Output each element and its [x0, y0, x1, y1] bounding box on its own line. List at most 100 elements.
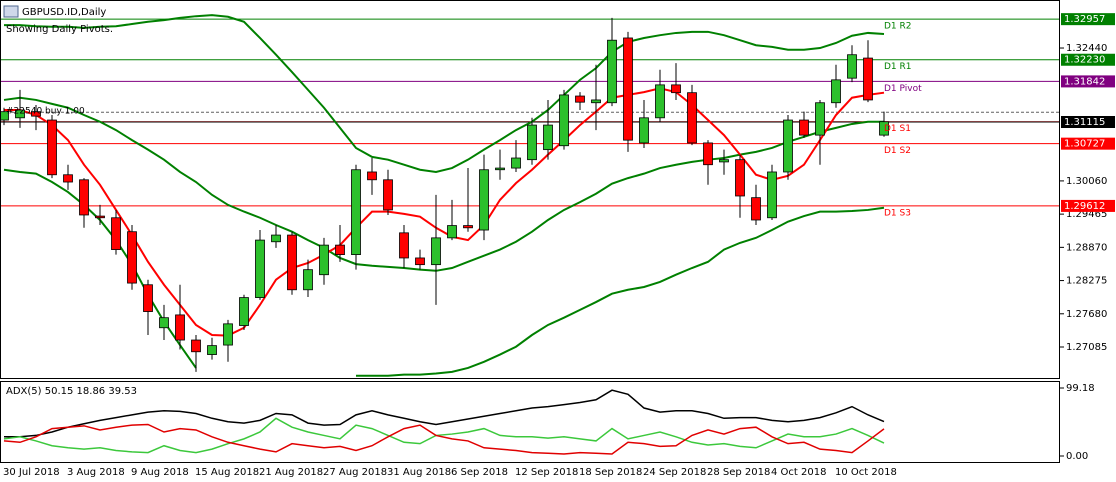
price-box-label: 1.32957 [1064, 14, 1105, 25]
x-tick-label: 9 Aug 2018 [131, 467, 189, 478]
candle-body [831, 79, 841, 104]
order-label: #22540 buy 1.00 [6, 107, 85, 117]
symbol-icon [3, 5, 19, 18]
candle-body [751, 197, 761, 221]
candle-body [143, 284, 153, 312]
y-tick-label: 1.27680 [1066, 309, 1107, 320]
candle-body [271, 234, 281, 243]
adx-plot [3, 389, 885, 455]
price-box-label: 1.29612 [1064, 201, 1105, 212]
candle-body [543, 124, 553, 151]
x-tick-label: 12 Sep 2018 [515, 467, 578, 478]
candle-body [463, 225, 473, 229]
y-tick-label: 99.18 [1066, 383, 1095, 394]
current-price-box [1061, 115, 1115, 128]
candle-body [335, 244, 345, 256]
candle-body [591, 99, 601, 104]
candle-body [639, 117, 649, 144]
candle-body [95, 215, 105, 219]
x-tick-label: 10 Oct 2018 [835, 467, 897, 478]
candle-body [527, 124, 537, 161]
y-tick-label: 1.30060 [1066, 176, 1107, 187]
y-tick-label: 1.27085 [1066, 342, 1107, 353]
candle-body [399, 232, 409, 259]
current-price-label: 1.31115 [1064, 117, 1105, 128]
chart-subtitle: Showing Daily Pivots. [6, 24, 113, 35]
indicator-line [4, 14, 885, 173]
candle-body [303, 269, 313, 291]
indicator-line [3, 417, 885, 454]
adx-title: ADX(5) 50.15 18.86 39.53 [6, 386, 137, 397]
candle-body [159, 317, 169, 329]
candle-body [847, 54, 857, 79]
x-tick-label: 15 Aug 2018 [195, 467, 259, 478]
candle-body [287, 234, 297, 291]
candle-body [575, 95, 585, 103]
pivot-label: D1 S3 [884, 208, 911, 218]
candle-body [479, 169, 489, 231]
x-tick-label: 3 Aug 2018 [67, 467, 125, 478]
candle-body [127, 231, 137, 284]
indicator-line [4, 389, 885, 438]
candle-body [111, 217, 121, 250]
y-tick-label: 1.28870 [1066, 242, 1107, 253]
indicator-line [3, 423, 885, 455]
adx-pane-frame [0, 381, 1060, 463]
price-box-label: 1.30727 [1064, 139, 1105, 150]
pivot-label: D1 S1 [884, 124, 911, 134]
candle-body [223, 323, 233, 346]
candle-body [47, 119, 57, 176]
candle-body [671, 84, 681, 94]
candle-body [655, 84, 665, 119]
x-tick-label: 4 Oct 2018 [771, 467, 826, 478]
main-plot [1, 14, 1059, 377]
candle-body [879, 121, 889, 136]
candle-body [175, 314, 185, 341]
candle-body [319, 244, 329, 276]
candle-body [511, 157, 521, 169]
candle-body [79, 179, 89, 216]
candle-body [799, 119, 809, 136]
x-tick-label: 18 Sep 2018 [579, 467, 642, 478]
candle-body [687, 92, 697, 144]
pivot-label: D1 R2 [884, 22, 912, 32]
candle-body [1, 111, 9, 121]
x-tick-label: 24 Sep 2018 [643, 467, 706, 478]
candle-body [31, 111, 41, 117]
candle-body [495, 167, 505, 171]
candle-body [255, 239, 265, 298]
price-box-label: 1.32230 [1064, 55, 1105, 66]
y-tick-label: 0.00 [1066, 451, 1088, 462]
candle-body [719, 159, 729, 163]
candle-body [447, 225, 457, 239]
candle-body [863, 57, 873, 101]
candle-body [63, 174, 73, 183]
x-tick-label: 6 Sep 2018 [451, 467, 508, 478]
candle-body [239, 297, 249, 326]
pivot-label: D1 R1 [884, 62, 912, 72]
y-tick-label: 1.29465 [1066, 209, 1107, 220]
indicator-line [3, 96, 884, 272]
price-box [1061, 53, 1115, 66]
candle-body [431, 237, 441, 266]
candle-body [415, 257, 425, 266]
candle-body [383, 179, 393, 211]
indicator-line [4, 87, 885, 337]
candle-body [607, 39, 617, 104]
pivot-label: D1 S2 [884, 146, 911, 156]
price-box [1061, 13, 1115, 26]
candle-body [15, 109, 25, 119]
candle-body [351, 169, 361, 256]
price-box-label: 1.31842 [1064, 76, 1105, 87]
candle-body [207, 345, 217, 355]
overlay: GBPUSD.ID,Daily Showing Daily Pivots. AD… [3, 5, 922, 397]
candle-body [703, 142, 713, 166]
candle-body [735, 159, 745, 197]
x-tick-label: 27 Aug 2018 [323, 467, 387, 478]
candle-body [367, 171, 377, 181]
candle-body [559, 94, 569, 147]
price-box [1061, 75, 1115, 88]
